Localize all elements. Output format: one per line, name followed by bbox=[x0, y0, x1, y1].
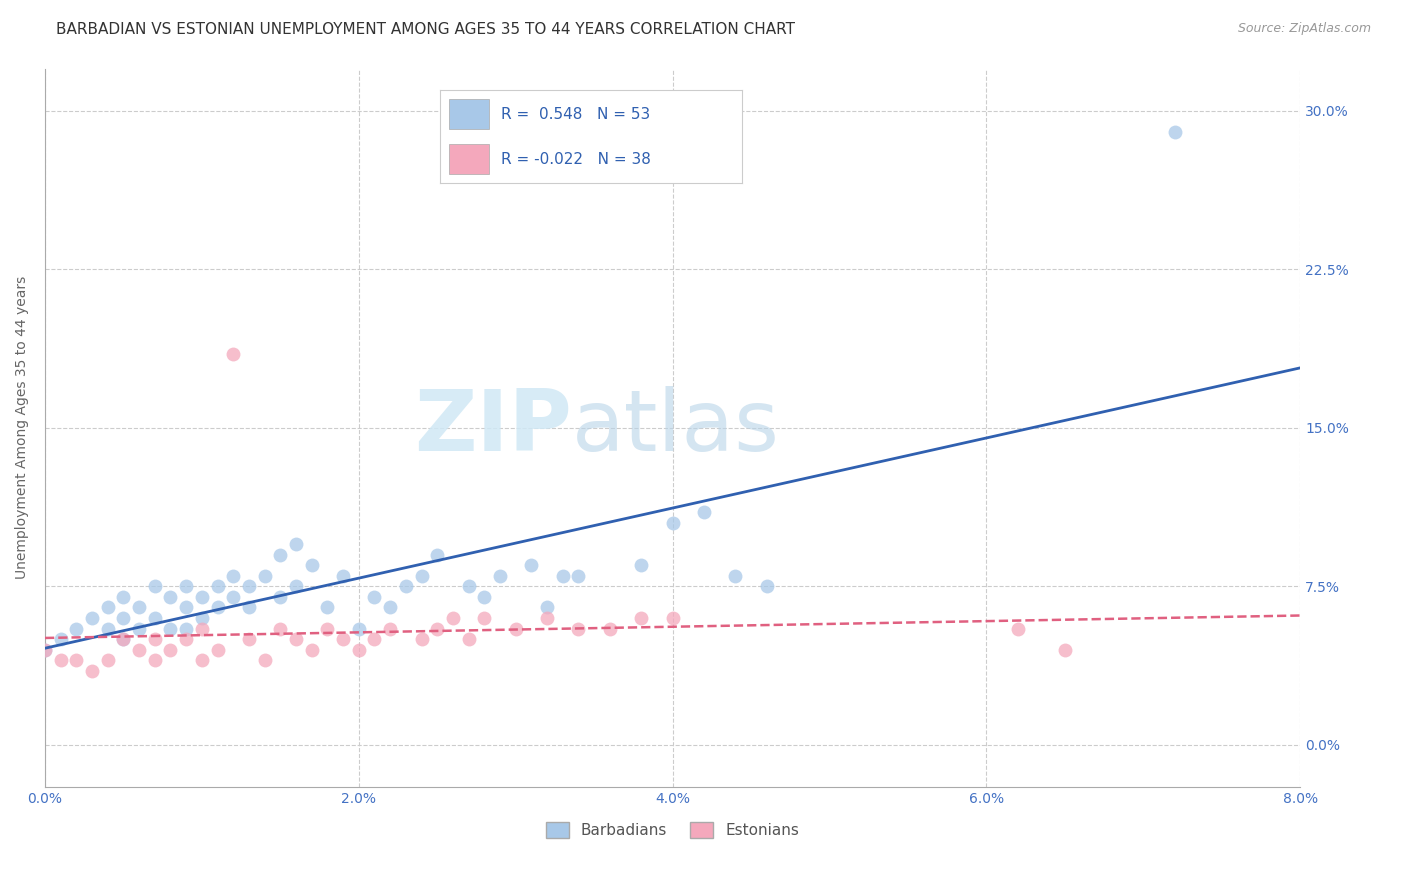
Point bbox=[159, 622, 181, 636]
Point bbox=[128, 622, 150, 636]
Point bbox=[65, 622, 87, 636]
Point bbox=[191, 622, 214, 636]
Point bbox=[238, 579, 260, 593]
Point bbox=[97, 600, 120, 615]
Point bbox=[112, 611, 135, 625]
Text: atlas: atlas bbox=[572, 386, 780, 469]
Point bbox=[49, 632, 72, 647]
Point bbox=[724, 568, 747, 582]
Point bbox=[112, 632, 135, 647]
Point bbox=[269, 622, 291, 636]
Point bbox=[378, 600, 401, 615]
Point bbox=[80, 664, 103, 678]
Point bbox=[112, 590, 135, 604]
Point bbox=[1163, 125, 1185, 139]
Point bbox=[80, 611, 103, 625]
Point bbox=[191, 653, 214, 667]
Point bbox=[143, 611, 166, 625]
Point bbox=[253, 568, 276, 582]
Point bbox=[505, 622, 527, 636]
Point bbox=[207, 579, 229, 593]
Point bbox=[143, 579, 166, 593]
Text: Source: ZipAtlas.com: Source: ZipAtlas.com bbox=[1237, 22, 1371, 36]
Point bbox=[301, 558, 323, 573]
Point bbox=[426, 548, 449, 562]
Point bbox=[174, 600, 197, 615]
Point bbox=[316, 622, 339, 636]
Point bbox=[207, 642, 229, 657]
Point bbox=[238, 600, 260, 615]
Point bbox=[191, 590, 214, 604]
Point bbox=[363, 590, 385, 604]
Text: ZIP: ZIP bbox=[415, 386, 572, 469]
Point bbox=[49, 653, 72, 667]
Point bbox=[599, 622, 621, 636]
Point bbox=[128, 642, 150, 657]
Point bbox=[159, 590, 181, 604]
Point bbox=[222, 590, 245, 604]
Point bbox=[472, 611, 495, 625]
Point bbox=[332, 632, 354, 647]
Point bbox=[332, 568, 354, 582]
Point bbox=[143, 632, 166, 647]
Point bbox=[174, 579, 197, 593]
Point bbox=[363, 632, 385, 647]
Point bbox=[347, 622, 370, 636]
Point bbox=[128, 600, 150, 615]
Point bbox=[441, 611, 464, 625]
Point bbox=[411, 568, 433, 582]
Point bbox=[143, 653, 166, 667]
Point bbox=[159, 642, 181, 657]
Point bbox=[567, 568, 589, 582]
Point bbox=[536, 611, 558, 625]
Point bbox=[551, 568, 574, 582]
Point bbox=[269, 548, 291, 562]
Point bbox=[630, 558, 652, 573]
Text: BARBADIAN VS ESTONIAN UNEMPLOYMENT AMONG AGES 35 TO 44 YEARS CORRELATION CHART: BARBADIAN VS ESTONIAN UNEMPLOYMENT AMONG… bbox=[56, 22, 796, 37]
Legend: Barbadians, Estonians: Barbadians, Estonians bbox=[540, 816, 806, 844]
Point bbox=[285, 537, 308, 551]
Point bbox=[97, 622, 120, 636]
Point bbox=[347, 642, 370, 657]
Point bbox=[112, 632, 135, 647]
Point bbox=[536, 600, 558, 615]
Point bbox=[301, 642, 323, 657]
Point bbox=[693, 505, 716, 519]
Point bbox=[97, 653, 120, 667]
Point bbox=[238, 632, 260, 647]
Point bbox=[1053, 642, 1076, 657]
Point bbox=[222, 347, 245, 361]
Point bbox=[191, 611, 214, 625]
Point bbox=[395, 579, 418, 593]
Point bbox=[316, 600, 339, 615]
Point bbox=[472, 590, 495, 604]
Point bbox=[1007, 622, 1029, 636]
Point bbox=[285, 579, 308, 593]
Point bbox=[174, 632, 197, 647]
Point bbox=[34, 642, 56, 657]
Point bbox=[457, 632, 479, 647]
Point bbox=[489, 568, 512, 582]
Point bbox=[378, 622, 401, 636]
Point bbox=[755, 579, 778, 593]
Point bbox=[222, 568, 245, 582]
Point bbox=[34, 642, 56, 657]
Point bbox=[661, 516, 683, 530]
Point bbox=[520, 558, 543, 573]
Point bbox=[285, 632, 308, 647]
Point bbox=[253, 653, 276, 667]
Point bbox=[630, 611, 652, 625]
Point bbox=[269, 590, 291, 604]
Point bbox=[457, 579, 479, 593]
Point bbox=[661, 611, 683, 625]
Point bbox=[411, 632, 433, 647]
Point bbox=[174, 622, 197, 636]
Point bbox=[567, 622, 589, 636]
Point bbox=[65, 653, 87, 667]
Y-axis label: Unemployment Among Ages 35 to 44 years: Unemployment Among Ages 35 to 44 years bbox=[15, 277, 30, 580]
Point bbox=[426, 622, 449, 636]
Point bbox=[207, 600, 229, 615]
